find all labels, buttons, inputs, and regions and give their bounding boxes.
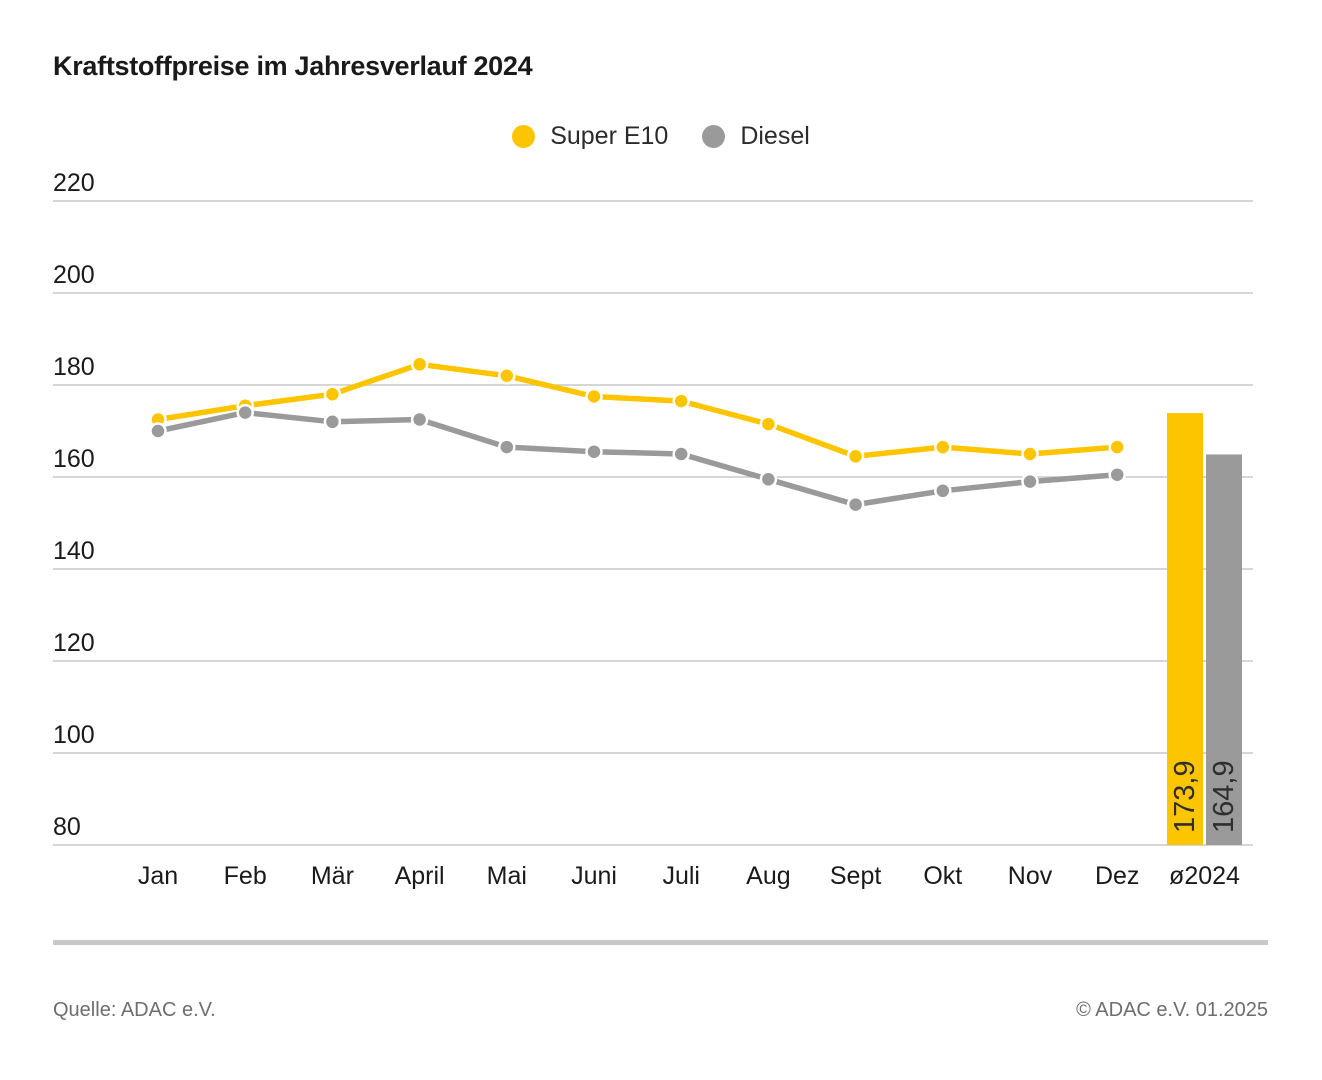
- data-point-diesel-april: [410, 410, 429, 429]
- x-axis-tick-label: Jan: [138, 862, 178, 890]
- y-axis-tick-label: 120: [53, 629, 95, 657]
- legend-label-diesel: Diesel: [740, 122, 810, 150]
- data-point-super-e10-dez: [1108, 438, 1126, 456]
- average-value-label-super-e10: 173,9: [1169, 760, 1201, 833]
- data-point-super-e10-okt: [934, 438, 952, 456]
- data-point-diesel-m-r: [323, 413, 342, 431]
- x-axis-tick-label: April: [395, 862, 445, 890]
- chart-title: Kraftstoffpreise im Jahresverlauf 2024: [53, 51, 533, 81]
- average-value-label-diesel: 164,9: [1208, 760, 1240, 833]
- y-axis-tick-label: 200: [53, 261, 95, 289]
- x-axis-tick-label: Nov: [1008, 862, 1053, 890]
- data-point-super-e10-april: [410, 355, 429, 374]
- data-point-diesel-jan: [149, 422, 167, 440]
- x-axis-tick-label: Okt: [923, 862, 962, 890]
- y-axis-tick-label: 180: [53, 353, 95, 381]
- legend-item-super-e10: Super E10: [512, 122, 668, 151]
- data-point-super-e10-nov: [1021, 445, 1039, 463]
- data-point-diesel-okt: [934, 482, 952, 500]
- series-line-diesel: [157, 409, 1118, 508]
- diesel-dot-icon: [702, 125, 726, 148]
- y-axis-tick-label: 100: [53, 721, 95, 749]
- legend-label-super-e10: Super E10: [550, 122, 669, 150]
- data-point-diesel-sept: [846, 495, 865, 514]
- average-bar-diesel: [1206, 454, 1242, 845]
- x-axis-tick-label: Aug: [746, 862, 790, 890]
- copyright-text: © ADAC e.V. 01.2025: [1076, 999, 1268, 1021]
- data-point-diesel-juli: [672, 445, 690, 463]
- super-e10-dot-icon: [512, 125, 536, 148]
- data-point-diesel-nov: [1021, 472, 1039, 491]
- legend-item-diesel: Diesel: [702, 122, 810, 151]
- series-line-super-e10: [157, 361, 1118, 460]
- data-point-diesel-mai: [498, 438, 516, 456]
- y-axis-tick-label: 80: [53, 813, 81, 841]
- y-axis-tick-label: 140: [53, 537, 95, 565]
- x-axis-tick-label: Juli: [662, 862, 700, 890]
- data-point-diesel-juni: [585, 442, 603, 461]
- data-point-super-e10-sept: [846, 447, 865, 466]
- source-text: Quelle: ADAC e.V.: [53, 999, 216, 1021]
- average-bar-super-e10: [1167, 413, 1203, 845]
- x-axis-tick-label: Dez: [1095, 862, 1139, 890]
- data-point-super-e10-aug: [759, 415, 778, 433]
- x-axis-tick-label: Mär: [311, 862, 354, 890]
- data-point-super-e10-juli: [672, 392, 690, 410]
- data-point-super-e10-juni: [585, 387, 603, 406]
- y-axis-tick-label: 220: [53, 169, 95, 197]
- chart-legend: Super E10 Diesel: [0, 122, 1322, 151]
- data-point-diesel-aug: [759, 470, 778, 489]
- x-axis-tick-label: Feb: [224, 862, 267, 890]
- data-point-super-e10-m-r: [323, 385, 342, 403]
- data-point-diesel-dez: [1108, 465, 1126, 484]
- x-axis-tick-label: Juni: [571, 862, 617, 890]
- footer-divider: [53, 940, 1268, 945]
- data-point-diesel-feb: [236, 403, 254, 422]
- x-axis-tick-label: Mai: [487, 862, 527, 890]
- data-point-super-e10-mai: [498, 367, 516, 385]
- x-axis-tick-label-average: ø2024: [1169, 862, 1240, 890]
- x-axis-tick-label: Sept: [830, 862, 881, 890]
- y-axis-tick-label: 160: [53, 445, 95, 473]
